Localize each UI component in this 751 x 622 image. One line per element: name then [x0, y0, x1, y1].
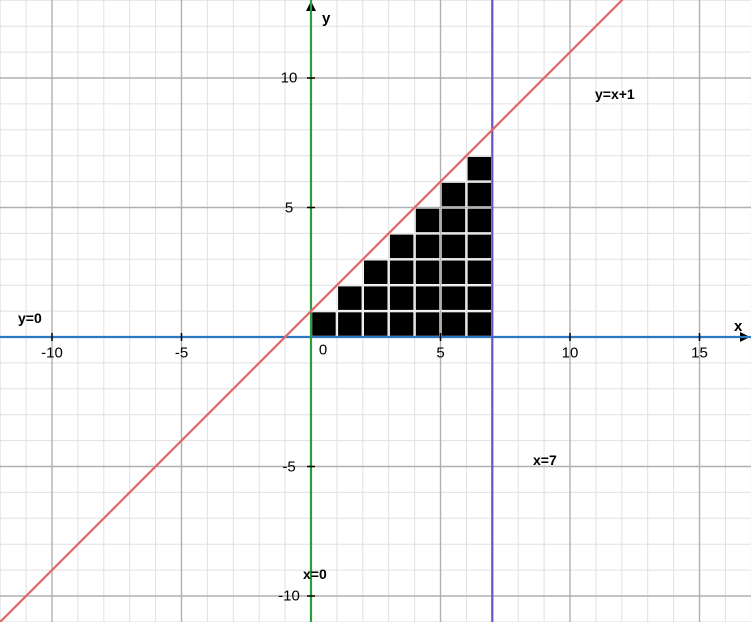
y-tick-label: -10	[278, 588, 300, 605]
x-tick-label: 15	[691, 345, 708, 362]
y-tick-label: -5	[282, 458, 295, 475]
x-tick-label: -10	[41, 345, 63, 362]
origin-label: 0	[319, 342, 327, 359]
line-label-x0: x=0	[303, 566, 327, 582]
x-axis-label: x	[734, 318, 742, 335]
x-tick-label: -5	[175, 345, 188, 362]
y-axis-label: y	[322, 10, 330, 27]
x-tick-label: 10	[562, 345, 579, 362]
coordinate-plane-chart: x y 0 -10 -5 5 10 15 -10 -5 5 10 y=0 x=0 x=7 y=x+1	[0, 0, 751, 622]
line-label-y0: y=0	[18, 310, 42, 326]
line-label-x7: x=7	[533, 452, 557, 468]
y-tick-label: 10	[281, 70, 298, 87]
y-tick-label: 5	[285, 199, 293, 216]
plot-svg	[0, 0, 751, 622]
x-tick-label: 5	[436, 345, 444, 362]
line-label-yx1: y=x+1	[595, 86, 635, 102]
